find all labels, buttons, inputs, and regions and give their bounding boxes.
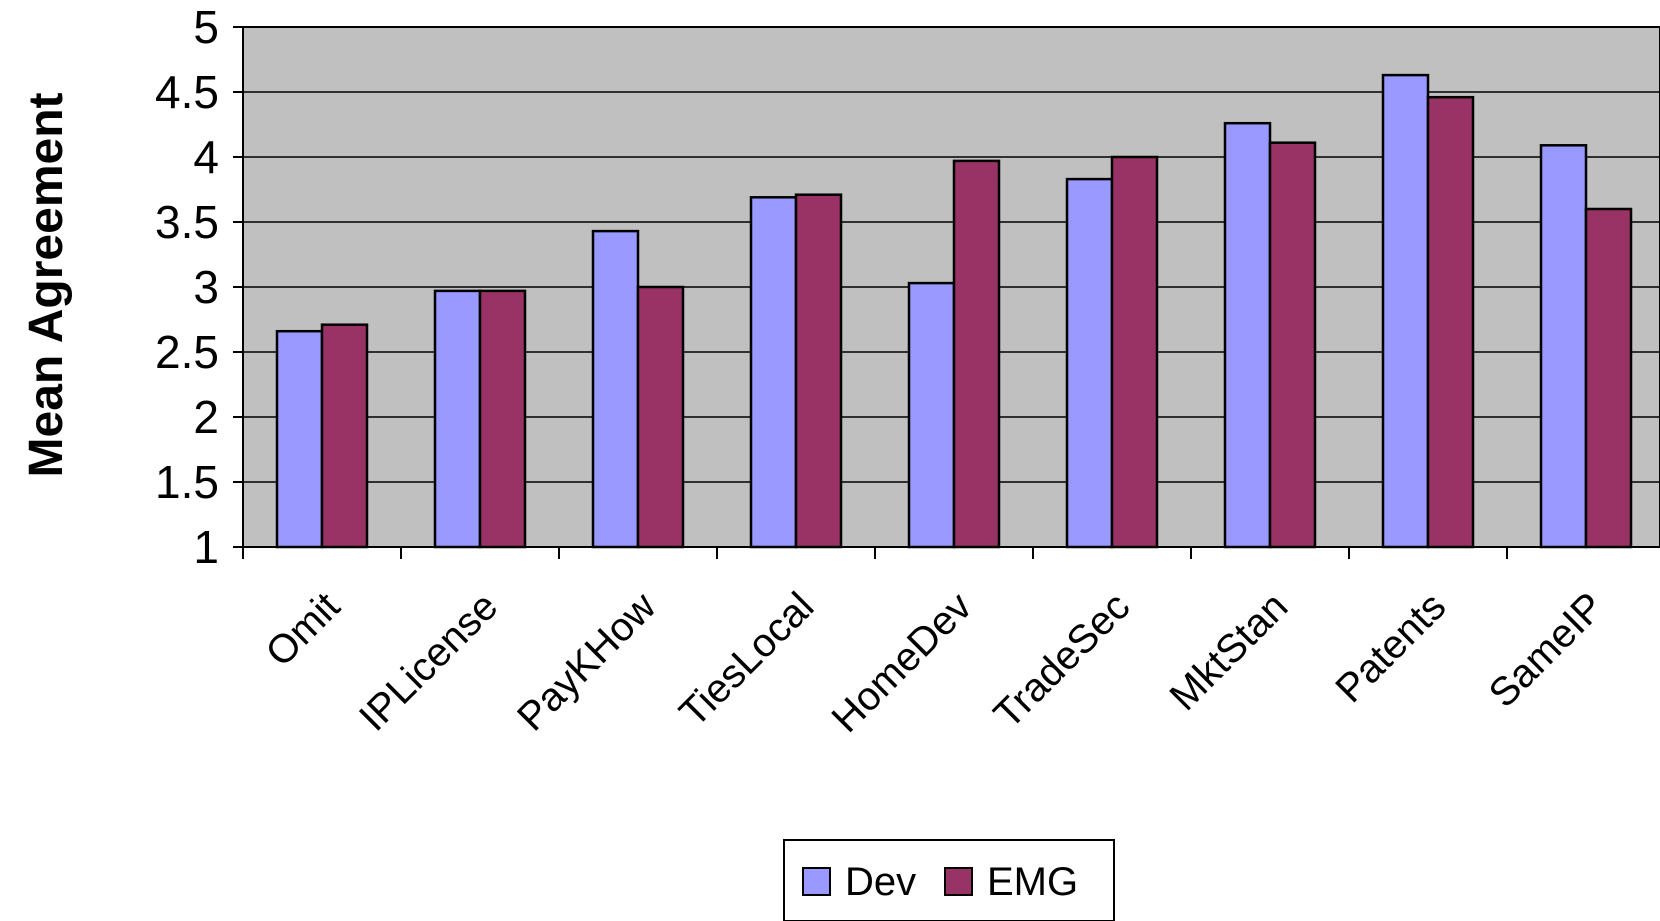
x-category-label: PayKHow bbox=[509, 584, 664, 739]
bar-dev-tradesec bbox=[1065, 177, 1114, 549]
y-tick-label: 3.5 bbox=[155, 196, 219, 248]
x-category-label: Patents bbox=[1327, 584, 1454, 711]
bar-dev-omit bbox=[275, 329, 324, 549]
bar-emg-mktstan bbox=[1268, 141, 1317, 549]
bar-emg-homedev bbox=[952, 159, 1001, 549]
y-tick-label: 2.5 bbox=[155, 326, 219, 378]
legend-label-dev: Dev bbox=[845, 860, 916, 904]
y-tick-label: 4.5 bbox=[155, 66, 219, 118]
bar-emg-iplicense bbox=[478, 289, 527, 549]
y-tick-label: 1 bbox=[193, 521, 219, 573]
legend-swatch-emg bbox=[944, 867, 973, 896]
y-axis: 1 1.5 2 2.5 3 3.5 4 4.5 5 bbox=[155, 1, 243, 573]
x-axis: Omit IPLicense PayKHow TiesLocal HomeDev Trad… bbox=[242, 547, 1613, 741]
x-category-label: HomeDev bbox=[823, 584, 980, 741]
bar-dev-homedev bbox=[907, 281, 956, 549]
bar-dev-paykhow bbox=[591, 229, 640, 549]
legend: Dev EMG bbox=[783, 839, 1115, 921]
x-category-label: TiesLocal bbox=[671, 584, 822, 735]
x-category-label: SameIP bbox=[1481, 584, 1613, 716]
bar-dev-tieslocal bbox=[749, 196, 798, 549]
bar-dev-iplicense bbox=[433, 289, 482, 549]
bar-emg-patents bbox=[1426, 95, 1475, 549]
x-category-label: IPLicense bbox=[351, 584, 506, 739]
y-tick-label: 1.5 bbox=[155, 456, 219, 508]
x-category-label: Omit bbox=[258, 584, 349, 675]
bar-dev-mktstan bbox=[1223, 121, 1272, 549]
bar-dev-patents bbox=[1381, 73, 1430, 549]
legend-swatch-dev bbox=[802, 867, 831, 896]
bar-emg-sameip bbox=[1584, 207, 1633, 549]
bar-emg-tradesec bbox=[1110, 155, 1159, 549]
y-tick-label: 4 bbox=[193, 131, 219, 183]
legend-label-emg: EMG bbox=[987, 860, 1078, 904]
y-tick-label: 2 bbox=[193, 391, 219, 443]
bar-dev-sameip bbox=[1539, 144, 1588, 549]
x-category-label: TradeSec bbox=[986, 584, 1139, 737]
bars bbox=[275, 73, 1633, 549]
bar-emg-tieslocal bbox=[794, 193, 843, 549]
bar-emg-paykhow bbox=[636, 285, 685, 549]
bar-emg-omit bbox=[320, 323, 369, 549]
x-category-label: MktStan bbox=[1162, 584, 1297, 719]
y-tick-label: 3 bbox=[193, 261, 219, 313]
y-tick-label: 5 bbox=[193, 1, 219, 53]
y-axis-title: Mean Agreement bbox=[20, 92, 73, 477]
